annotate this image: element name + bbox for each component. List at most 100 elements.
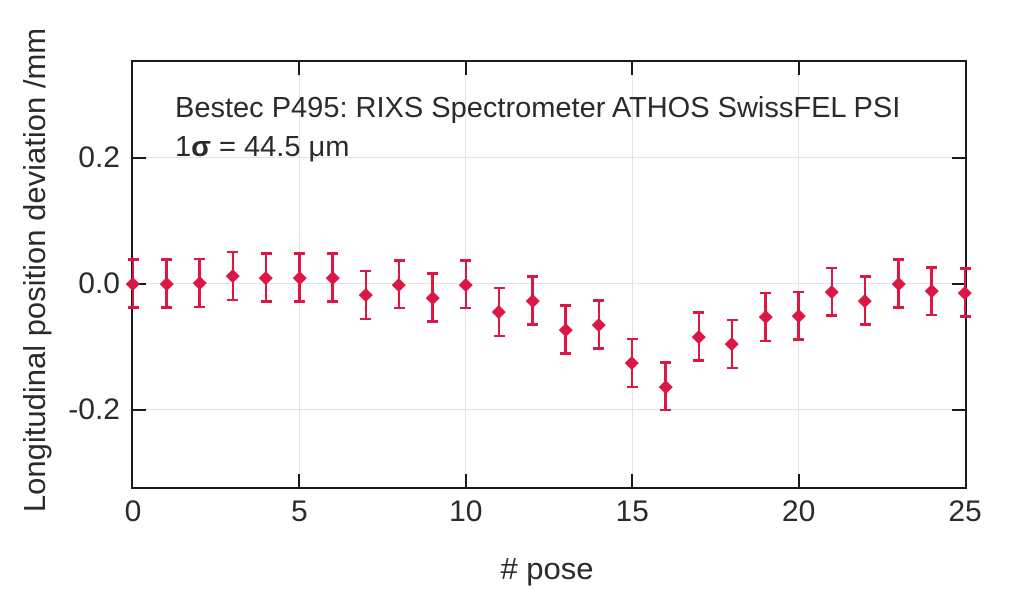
data-point [325,270,340,285]
error-bar-cap-top [427,272,439,275]
y-tick-mark-right [952,156,965,159]
data-point [891,276,906,291]
error-bar-cap-top [260,252,272,255]
x-tick-mark-top [631,62,634,75]
data-point [159,276,173,291]
error-bar-cap-bottom [393,306,405,310]
error-bar-cap-top [659,361,671,364]
data-point [758,310,773,324]
x-tick-mark-top [797,62,800,75]
y-tick-label: -0.2 [68,392,120,426]
error-bar-cap-bottom [293,300,305,303]
error-bar-cap-top [859,275,871,278]
chart-title: Bestec P495: RIXS Spectrometer ATHOS Swi… [175,92,901,124]
y-tick-mark-left [133,408,146,411]
error-bar-cap-bottom [593,347,605,350]
error-bar-cap-bottom [726,366,738,370]
error-bar-cap-bottom [626,385,638,389]
grid-line-vertical [798,62,800,487]
error-bar-cap-top [460,259,472,262]
grid-line-horizontal [133,283,965,285]
error-bar-cap-top [327,252,339,255]
error-bar-cap-bottom [826,314,838,317]
x-tick-label: 20 [781,495,816,528]
x-tick-mark-bottom [631,474,634,487]
error-bar-cap-bottom [892,306,904,309]
data-point [259,270,273,285]
data-point [558,322,573,337]
data-point [492,305,506,319]
error-bar-cap-bottom [659,408,671,412]
error-bar-cap-top [759,291,771,295]
x-tick-mark-top [464,62,467,75]
data-point [858,293,872,308]
y-tick-mark-right [952,282,965,285]
data-point [126,276,140,291]
error-bar-cap-bottom [560,352,572,355]
x-axis-title: # pose [500,551,594,586]
grid-line-horizontal [133,409,965,411]
data-point [625,356,639,370]
x-tick-label: 15 [615,495,649,528]
x-tick-label: 0 [124,495,142,528]
error-bar-cap-bottom [227,298,239,302]
error-bar-cap-bottom [460,306,472,310]
data-point [525,293,540,308]
error-bar-cap-top [726,318,738,322]
data-point [725,337,739,351]
error-bar-cap-top [959,267,971,270]
error-bar-cap-bottom [926,313,938,317]
error-bar-cap-top [693,311,705,314]
error-bar-cap-bottom [526,323,538,326]
error-bar-cap-top [926,266,938,269]
x-tick-label: 25 [948,495,982,528]
error-bar-cap-bottom [427,320,439,323]
data-point [425,290,440,305]
sigma-symbol: σ [191,131,211,163]
x-tick-mark-bottom [298,474,301,487]
x-tick-mark-top [298,62,301,75]
error-bar-cap-top [793,290,805,294]
error-bar-cap-bottom [360,317,372,321]
error-bar-cap-bottom [127,306,139,309]
grid-line-horizontal [133,157,965,159]
error-bar-cap-top [360,269,372,273]
error-bar-cap-bottom [793,338,805,341]
error-bar-cap-top [826,266,838,270]
error-bar-cap-top [593,299,605,302]
data-point [592,317,606,332]
error-bar-cap-bottom [160,306,172,309]
y-tick-label: 0.0 [78,266,120,300]
error-bar-cap-bottom [759,339,771,343]
x-tick-label: 5 [291,495,308,528]
error-bar-cap-top [526,275,538,278]
error-bar-cap-bottom [260,300,272,303]
x-tick-mark-bottom [797,474,800,487]
error-bar-cap-top [160,258,172,261]
data-point [658,379,673,393]
error-bar-cap-top [293,252,305,255]
error-bar-cap-bottom [959,315,971,318]
error-bar-cap-top [227,250,239,254]
error-bar-cap-top [626,337,638,341]
data-point [791,309,806,323]
data-point [392,277,406,291]
error-bar-cap-top [493,286,505,290]
data-point [226,269,240,283]
error-bar-cap-bottom [693,359,705,362]
x-tick-mark-bottom [464,474,467,487]
y-tick-mark-right [952,408,965,411]
data-point [292,270,307,285]
grid-line-vertical [631,62,633,487]
error-bar-cap-top [892,258,904,261]
y-tick-mark-left [133,156,146,159]
error-bar-cap-bottom [859,323,871,326]
error-bar-cap-bottom [327,300,339,303]
error-bar-cap-top [393,259,405,262]
error-bar-cap-bottom [493,334,505,338]
data-point [359,288,373,302]
data-point [958,285,972,300]
chart-annotation-sigma: 1σ = 44.5 μm [175,131,349,164]
data-point [192,276,207,290]
